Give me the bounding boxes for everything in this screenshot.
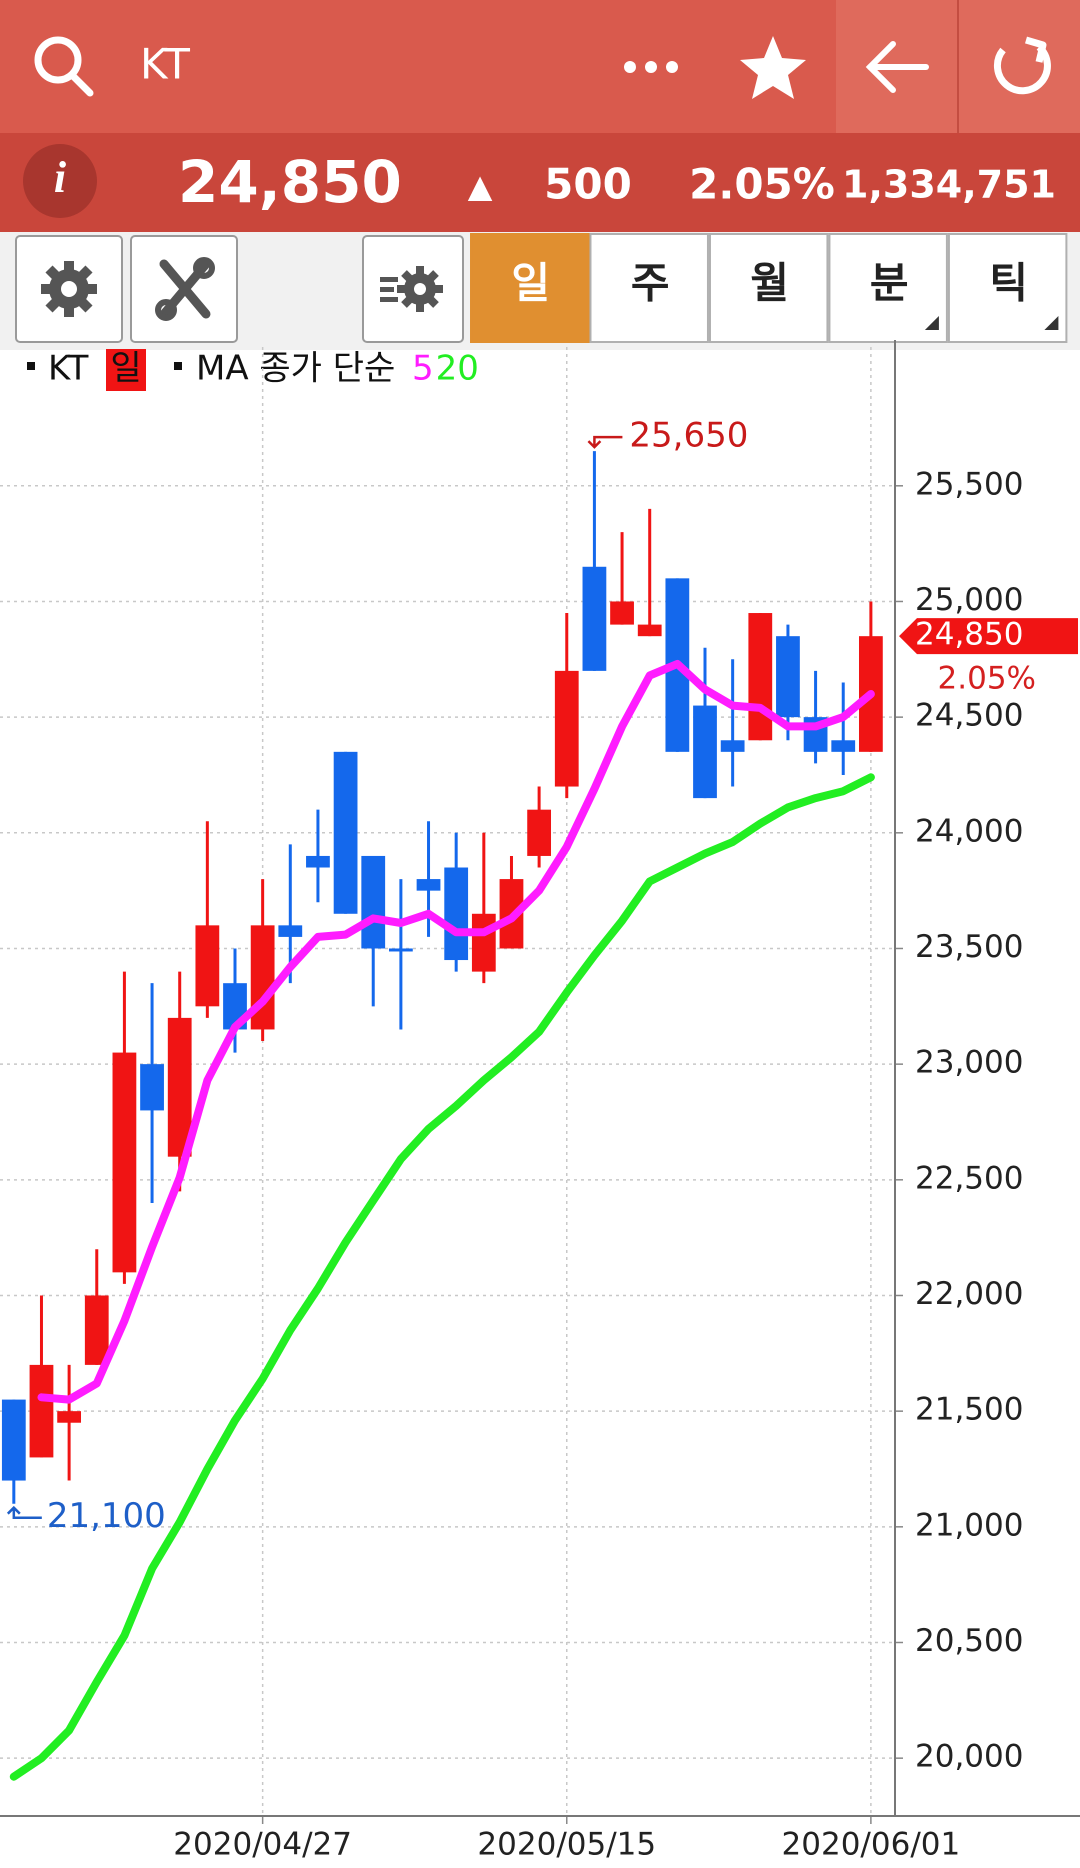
candle-body	[527, 809, 552, 856]
last-price-tag	[899, 618, 1078, 655]
y-tick-label: 24,500	[915, 698, 1023, 734]
period-label: 일	[110, 349, 141, 389]
tab-button[interactable]	[470, 233, 590, 343]
legend-name: KT	[48, 349, 89, 389]
candle-body	[831, 740, 856, 752]
y-tick-label: 25,000	[915, 582, 1023, 618]
low-annotation: 21,100	[47, 1496, 166, 1536]
candle-body	[388, 948, 413, 952]
candle-body	[112, 1052, 137, 1273]
candle-body	[29, 1364, 54, 1458]
search-icon[interactable]	[34, 36, 94, 97]
tab-label: 일	[511, 259, 550, 308]
info-letter: i	[54, 153, 67, 202]
volume: 1,334,751	[842, 163, 1056, 207]
legend-series-name: 5	[412, 349, 434, 389]
candle-body	[610, 601, 634, 625]
back-icon[interactable]	[865, 41, 929, 93]
candle-body	[444, 867, 469, 961]
candle-body	[1, 1399, 26, 1481]
tab-button[interactable]	[589, 233, 709, 343]
y-tick-label: 23,500	[915, 929, 1023, 965]
candle-body	[416, 879, 441, 891]
candle-body	[637, 624, 662, 637]
tab-dropdown-mark	[1044, 316, 1059, 330]
candle-body	[333, 751, 358, 914]
period-badge	[106, 349, 146, 391]
tab-dropdown-mark	[924, 316, 939, 330]
candle-body	[140, 1064, 164, 1111]
y-tick-label: 22,500	[915, 1160, 1023, 1196]
y-tick-label: 24,000	[915, 813, 1023, 849]
high-annotation: 25,650	[629, 416, 748, 456]
candle-body	[167, 1017, 192, 1157]
candle-body	[306, 855, 330, 868]
tools-icon	[155, 257, 215, 321]
last-price-label: 24,850	[915, 617, 1023, 653]
x-tick-label: 2020/05/15	[477, 1827, 656, 1863]
price: 24,850	[178, 148, 402, 216]
legend-marker	[27, 362, 35, 370]
candle-body	[720, 740, 745, 752]
ma-line	[37, 659, 875, 1404]
y-tick-label: 25,500	[915, 466, 1023, 502]
low-marker	[6, 1505, 42, 1519]
tab-button[interactable]	[947, 233, 1068, 343]
last-change-label: 2.05%	[938, 661, 1036, 697]
x-tick-label: 2020/06/01	[782, 1827, 961, 1863]
star-icon[interactable]	[740, 36, 806, 99]
candle-body	[582, 566, 607, 671]
candle-body	[278, 925, 303, 937]
change: 500	[544, 160, 632, 209]
tab-label: 분	[870, 259, 909, 308]
info-icon[interactable]	[23, 144, 97, 218]
y-tick-label: 21,000	[915, 1507, 1023, 1543]
y-tick-label: 20,000	[915, 1739, 1023, 1775]
y-tick-label: 22,000	[915, 1276, 1023, 1312]
candle-body	[748, 613, 773, 741]
header-title: KT	[140, 40, 190, 89]
y-tick-label: 21,500	[915, 1392, 1023, 1428]
more-icon[interactable]	[624, 61, 678, 73]
quote-bar	[0, 133, 1080, 232]
candle-body	[84, 1295, 109, 1365]
legend-series-name: 20	[436, 349, 479, 389]
tab-label: 주	[631, 259, 670, 308]
tab-button[interactable]	[708, 233, 829, 343]
tab-button[interactable]	[828, 233, 948, 343]
refresh-icon[interactable]	[993, 36, 1051, 95]
candle-body	[195, 925, 220, 1007]
legend-marker	[174, 362, 182, 370]
y-tick-label: 20,500	[915, 1623, 1023, 1659]
candle-body	[361, 855, 386, 949]
gear-icon	[41, 261, 97, 317]
high-marker	[587, 435, 623, 449]
candle-body	[554, 670, 579, 787]
candle-body	[57, 1411, 82, 1423]
indicator-icon	[380, 266, 443, 312]
ma-line	[9, 773, 875, 1781]
tab-label: 틱	[989, 259, 1028, 308]
candle-body	[693, 705, 717, 799]
change-pct: 2.05%	[689, 160, 835, 209]
x-tick-label: 2020/04/27	[173, 1827, 352, 1863]
y-tick-label: 23,000	[915, 1045, 1023, 1081]
direction: ▲	[468, 167, 493, 205]
candle-body	[471, 913, 496, 972]
tab-label: 월	[750, 259, 789, 308]
legend-title: MA 종가 단순	[196, 349, 395, 389]
candle-body	[776, 636, 800, 718]
